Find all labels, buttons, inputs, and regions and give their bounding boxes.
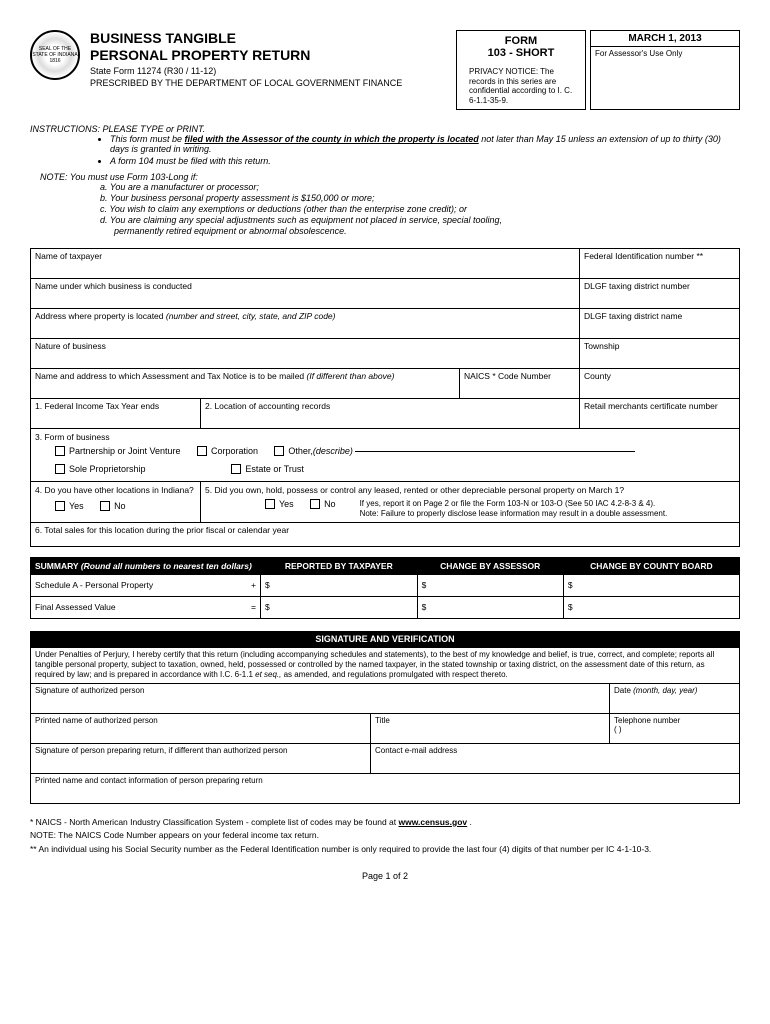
footnotes: * NAICS - North American Industry Classi…	[30, 816, 740, 857]
field-q4: 4. Do you have other locations in Indian…	[31, 482, 201, 522]
field-dlgf-num[interactable]: DLGF taxing district number	[580, 279, 740, 309]
field-taxpayer-name[interactable]: Name of taxpayer	[31, 249, 580, 279]
title-line2: PERSONAL PROPERTY RETURN	[90, 47, 446, 64]
instructions: INSTRUCTIONS: PLEASE TYPE or PRINT. This…	[30, 124, 740, 166]
summary-h4: CHANGE BY COUNTY BOARD	[563, 557, 739, 574]
summary-r1-c1[interactable]: $	[261, 574, 418, 596]
page-number: Page 1 of 2	[30, 871, 740, 881]
header-row: SEAL OF THE STATE OF INDIANA 1816 BUSINE…	[30, 30, 740, 110]
cb-estate[interactable]: Estate or Trust	[231, 464, 304, 474]
state-seal-icon: SEAL OF THE STATE OF INDIANA 1816	[30, 30, 80, 80]
field-nature[interactable]: Nature of business	[31, 339, 580, 369]
date-box: MARCH 1, 2013 For Assessor's Use Only	[590, 30, 740, 110]
summary-r1-c2[interactable]: $	[417, 574, 563, 596]
other-describe-line[interactable]	[355, 451, 635, 452]
note-d2: permanently retired equipment or abnorma…	[114, 226, 740, 236]
sig-authorized[interactable]: Signature of authorized person	[31, 683, 610, 713]
field-township[interactable]: Township	[580, 339, 740, 369]
field-retail[interactable]: Retail merchants certificate number	[580, 399, 740, 429]
summary-r2-c2[interactable]: $	[417, 596, 563, 618]
form-date: MARCH 1, 2013	[591, 31, 739, 47]
printed-authorized[interactable]: Printed name of authorized person	[31, 713, 371, 743]
field-q3: 3. Form of business Partnership or Joint…	[31, 429, 740, 482]
field-q1[interactable]: 1. Federal Income Tax Year ends	[31, 399, 201, 429]
summary-final: Final Assessed Value=	[31, 596, 261, 618]
privacy-notice: PRIVACY NOTICE: The records in this seri…	[469, 67, 573, 105]
main-form-table: Name of taxpayer Federal Identification …	[30, 248, 740, 546]
field-dlgf-name[interactable]: DLGF taxing district name	[580, 309, 740, 339]
summary-table: SUMMARY (Round all numbers to nearest te…	[30, 557, 740, 619]
q4-yes[interactable]: Yes	[55, 501, 84, 511]
q5-note-2: Note: Failure to properly disclose lease…	[360, 509, 668, 519]
signature-header: SIGNATURE AND VERIFICATION	[30, 631, 740, 647]
summary-h2: REPORTED BY TAXPAYER	[261, 557, 418, 574]
header-boxes: FORM 103 - SHORT PRIVACY NOTICE: The rec…	[456, 30, 740, 110]
table-row: Schedule A - Personal Property+ $ $ $	[31, 574, 740, 596]
note-d1: d. You are claiming any special adjustme…	[100, 215, 740, 225]
footnote-note: NOTE: The NAICS Code Number appears on y…	[30, 829, 740, 843]
q5-note-1: If yes, report it on Page 2 or file the …	[360, 499, 668, 509]
note-b: b. Your business personal property asses…	[100, 193, 740, 203]
instructions-head: INSTRUCTIONS: PLEASE TYPE or PRINT.	[30, 124, 740, 134]
form-label: FORM	[469, 35, 573, 47]
field-q5: 5. Did you own, hold, possess or control…	[201, 482, 740, 522]
summary-h3: CHANGE BY ASSESSOR	[417, 557, 563, 574]
q5-no[interactable]: No	[310, 499, 336, 509]
title-block: BUSINESS TANGIBLE PERSONAL PROPERTY RETU…	[90, 30, 446, 88]
field-fed-id[interactable]: Federal Identification number **	[580, 249, 740, 279]
sig-email[interactable]: Contact e-mail address	[371, 743, 740, 773]
cb-partnership[interactable]: Partnership or Joint Venture	[55, 446, 181, 456]
q5-yes[interactable]: Yes	[265, 499, 294, 509]
summary-schedule-a: Schedule A - Personal Property+	[31, 574, 261, 596]
signature-table: Under Penalties of Perjury, I hereby cer…	[30, 647, 740, 804]
field-naics[interactable]: NAICS * Code Number	[460, 369, 580, 399]
field-county[interactable]: County	[580, 369, 740, 399]
summary-r2-c3[interactable]: $	[563, 596, 739, 618]
summary-h1: SUMMARY (Round all numbers to nearest te…	[31, 557, 261, 574]
cb-sole[interactable]: Sole Proprietorship	[55, 464, 215, 474]
field-business-name[interactable]: Name under which business is conducted	[31, 279, 580, 309]
form-number-box: FORM 103 - SHORT PRIVACY NOTICE: The rec…	[456, 30, 586, 110]
footnote-ssn: ** An individual using his Social Securi…	[30, 843, 740, 857]
cb-other[interactable]: Other, (describe)	[274, 446, 635, 456]
assessor-use: For Assessor's Use Only	[591, 47, 739, 60]
sig-phone[interactable]: Telephone number( )	[610, 713, 740, 743]
note-head: NOTE: You must use Form 103-Long if:	[40, 172, 740, 182]
sig-date[interactable]: Date (month, day, year)	[610, 683, 740, 713]
note-c: c. You wish to claim any exemptions or d…	[100, 204, 740, 214]
field-address[interactable]: Address where property is located (numbe…	[31, 309, 580, 339]
summary-r2-c1[interactable]: $	[261, 596, 418, 618]
table-row: Final Assessed Value= $ $ $	[31, 596, 740, 618]
summary-r1-c3[interactable]: $	[563, 574, 739, 596]
note-a: a. You are a manufacturer or processor;	[100, 182, 740, 192]
cb-corporation[interactable]: Corporation	[197, 446, 258, 456]
printed-preparer[interactable]: Printed name and contact information of …	[31, 773, 740, 803]
note-block: NOTE: You must use Form 103-Long if: a. …	[40, 172, 740, 236]
q4-no[interactable]: No	[100, 501, 126, 511]
footnote-naics: * NAICS - North American Industry Classi…	[30, 816, 740, 830]
prescribed-by: PRESCRIBED BY THE DEPARTMENT OF LOCAL GO…	[90, 78, 446, 88]
instruction-1: This form must be filed with the Assesso…	[110, 134, 740, 154]
field-q6[interactable]: 6. Total sales for this location during …	[31, 522, 740, 546]
sig-title[interactable]: Title	[371, 713, 610, 743]
field-q2[interactable]: 2. Location of accounting records	[201, 399, 580, 429]
field-mailing[interactable]: Name and address to which Assessment and…	[31, 369, 460, 399]
form-code: 103 - SHORT	[469, 47, 573, 59]
instruction-2: A form 104 must be filed with this retur…	[110, 156, 740, 166]
title-line1: BUSINESS TANGIBLE	[90, 30, 446, 47]
perjury-statement: Under Penalties of Perjury, I hereby cer…	[31, 647, 740, 683]
state-form-number: State Form 11274 (R30 / 11-12)	[90, 66, 446, 76]
sig-preparer[interactable]: Signature of person preparing return, if…	[31, 743, 371, 773]
